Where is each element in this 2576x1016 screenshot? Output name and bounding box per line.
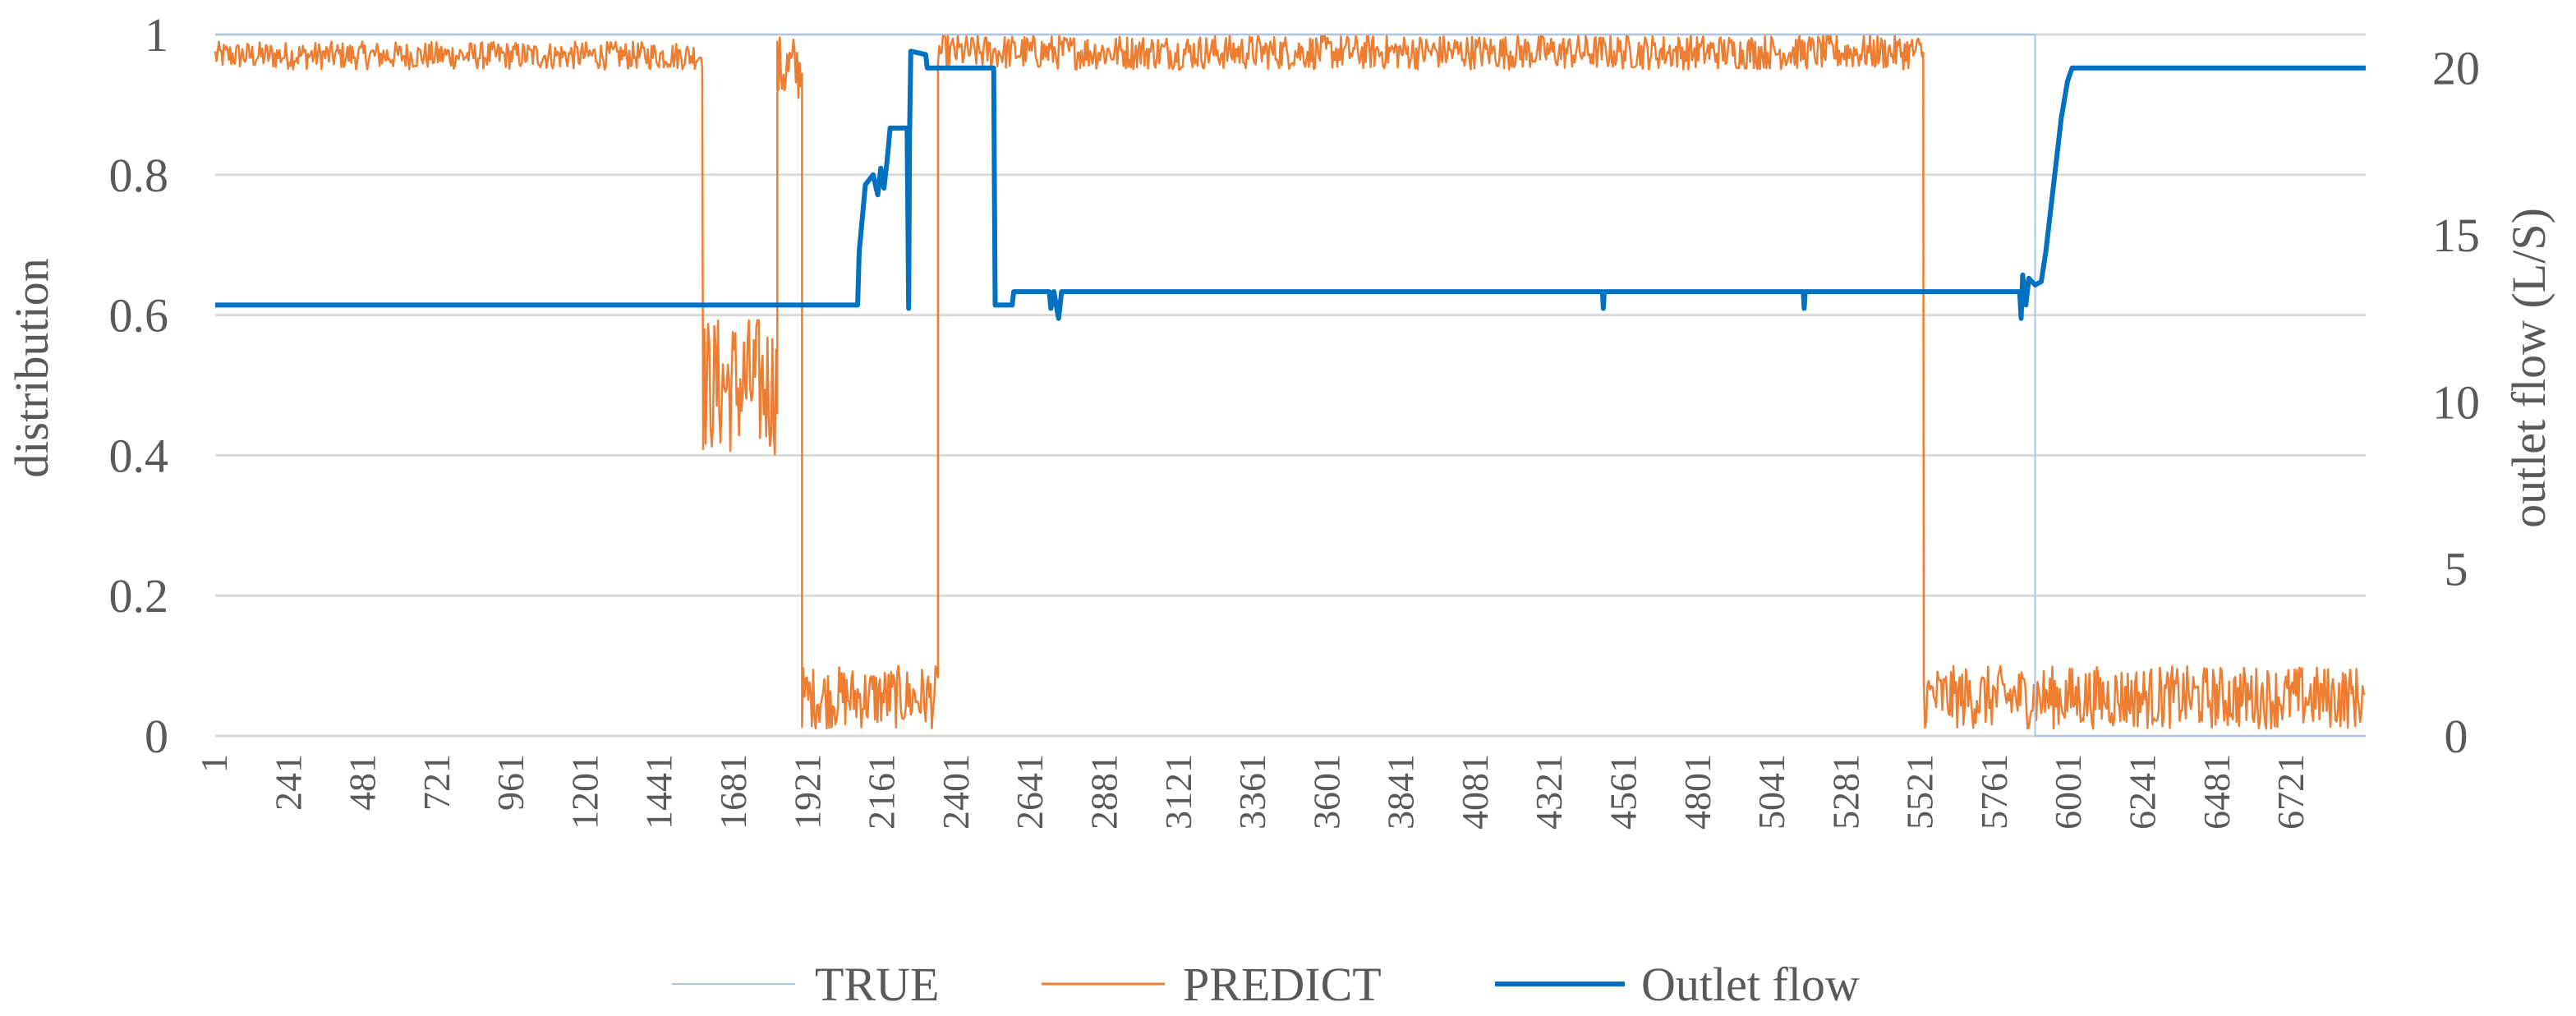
right-tick-label: 0 — [2445, 710, 2468, 763]
x-tick-label: 1 — [193, 754, 235, 773]
true-line — [215, 34, 2366, 737]
x-tick-label: 5761 — [1973, 754, 2015, 830]
x-tick-label: 4081 — [1454, 754, 1496, 830]
x-axis-ticks: 1 241 481 721 961 1201 1441 1681 1921 2161 2401 264… — [193, 754, 2312, 830]
x-tick-label: 241 — [267, 754, 309, 811]
legend: TRUE PREDICT Outlet flow — [672, 958, 1860, 1011]
left-tick-label: 0 — [145, 710, 168, 763]
predict-series — [214, 33, 2366, 730]
legend-label-predict: PREDICT — [1183, 958, 1382, 1011]
x-tick-label: 3121 — [1157, 754, 1199, 830]
left-tick-label: 0.8 — [109, 149, 169, 202]
true-series — [215, 34, 2366, 737]
left-tick-label: 0.6 — [109, 289, 169, 342]
left-axis-ticks: 0 0.2 0.4 0.6 0.8 1 — [109, 8, 169, 763]
x-tick-label: 5281 — [1824, 754, 1866, 830]
x-tick-label: 2881 — [1083, 754, 1125, 830]
x-tick-label: 4801 — [1677, 754, 1718, 830]
left-tick-label: 0.2 — [109, 569, 169, 623]
x-tick-label: 6721 — [2270, 754, 2312, 830]
x-tick-label: 2641 — [1009, 754, 1051, 830]
x-tick-label: 2161 — [861, 754, 903, 830]
x-tick-label: 4561 — [1602, 754, 1644, 830]
right-tick-label: 10 — [2432, 375, 2480, 429]
right-tick-label: 15 — [2432, 209, 2480, 262]
x-tick-label: 6481 — [2196, 754, 2238, 830]
outlet-flow-series — [215, 48, 2366, 321]
gridlines — [215, 33, 2366, 738]
x-tick-label: 2401 — [935, 754, 977, 830]
legend-label-outlet-flow: Outlet flow — [1641, 958, 1860, 1011]
right-tick-label: 5 — [2445, 543, 2468, 596]
left-tick-label: 0.4 — [109, 429, 169, 482]
x-tick-label: 3841 — [1380, 754, 1422, 830]
x-tick-label: 1441 — [638, 754, 680, 830]
x-tick-label: 3601 — [1305, 754, 1347, 830]
left-tick-label: 1 — [145, 8, 168, 62]
predict-line — [214, 33, 2366, 730]
x-tick-label: 5041 — [1750, 754, 1792, 830]
x-tick-label: 5521 — [1899, 754, 1941, 830]
outlet-flow-line — [215, 48, 2366, 321]
x-tick-label: 1201 — [564, 754, 605, 830]
left-axis-title: distribution — [5, 258, 58, 477]
x-tick-label: 6001 — [2047, 754, 2089, 830]
x-tick-label: 6241 — [2122, 754, 2164, 830]
x-tick-label: 481 — [342, 754, 384, 811]
right-tick-label: 20 — [2432, 42, 2480, 95]
x-tick-label: 1921 — [786, 754, 828, 830]
legend-label-true: TRUE — [815, 958, 939, 1011]
x-tick-label: 3361 — [1231, 754, 1273, 830]
right-axis-ticks: 0 5 10 15 20 — [2432, 42, 2480, 763]
x-tick-label: 4321 — [1528, 754, 1570, 830]
right-axis-title: outlet flow (L/S) — [2502, 208, 2555, 528]
x-tick-label: 961 — [490, 754, 531, 811]
x-tick-label: 721 — [416, 754, 458, 811]
x-tick-label: 1681 — [712, 754, 754, 830]
